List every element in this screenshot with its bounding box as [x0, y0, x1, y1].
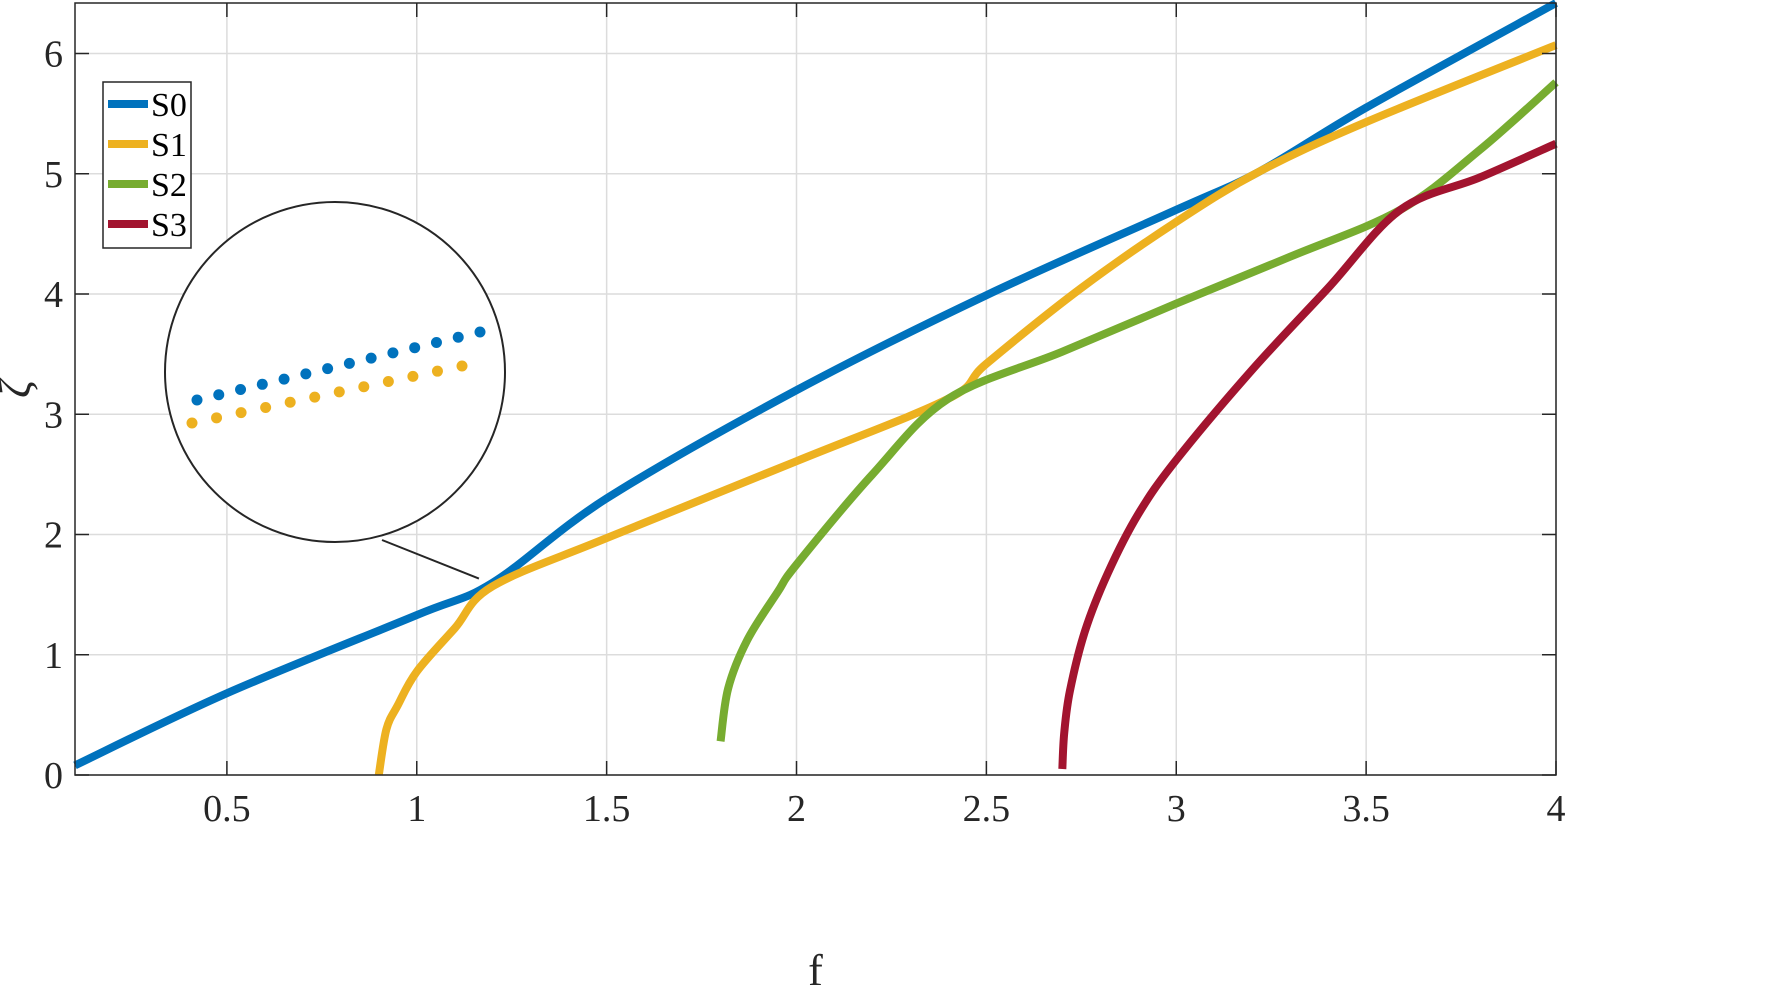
inset-dot-s0 [365, 352, 377, 364]
inset-dot-s1 [284, 396, 296, 408]
legend-label-s1: S1 [151, 127, 187, 164]
inset-dot-s1 [431, 365, 443, 377]
y-tick-label: 0 [44, 755, 63, 797]
inset-dot-s0 [191, 394, 203, 406]
inset-dot-s0 [387, 347, 399, 359]
y-axis: 0 1 2 3 4 5 6 [44, 34, 1556, 797]
inset-dot-s0 [474, 326, 486, 338]
x-tick-label: 2.5 [963, 788, 1011, 830]
y-tick-label: 4 [44, 274, 63, 316]
inset-dot-s1 [456, 360, 468, 372]
inset-dot-s0 [300, 368, 312, 380]
inset-dot-s0 [322, 363, 334, 375]
y-axis-label: ζ [0, 377, 40, 398]
inset-dot-s1 [309, 391, 321, 403]
y-tick-label: 1 [44, 635, 63, 677]
inset-dot-s0 [213, 389, 225, 401]
x-tick-label: 4 [1547, 788, 1566, 830]
inset-dot-s0 [235, 384, 247, 396]
x-tick-label: 0.5 [203, 788, 251, 830]
inset-dot-s0 [256, 378, 268, 390]
inset-dot-s1 [358, 381, 370, 393]
inset-dot-s0 [409, 342, 421, 354]
inset-dot-s0 [278, 373, 290, 385]
legend-label-s0: S0 [151, 87, 187, 124]
y-tick-label: 5 [44, 154, 63, 196]
inset-circle [164, 201, 506, 543]
series-line-s1 [374, 41, 1558, 776]
inset-dot-s1 [333, 386, 345, 398]
inset-dot-s1 [407, 370, 419, 382]
series-group [73, 0, 1559, 776]
legend-label-s2: S2 [151, 167, 187, 204]
inset-dot-s0 [452, 331, 464, 343]
series-line-s3 [1058, 140, 1558, 770]
x-tick-label: 1 [407, 788, 426, 830]
x-axis-label: f [808, 946, 823, 995]
inset-dot-s0 [430, 336, 442, 348]
inset-dot-s1 [382, 376, 394, 388]
inset-dot-s1 [211, 412, 223, 424]
inset-dot-s0 [343, 357, 355, 369]
x-tick-label: 3.5 [1342, 788, 1390, 830]
x-axis: 0.5 1 1.5 2 2.5 3 3.5 4 [203, 3, 1566, 830]
axes-frame [74, 2, 1557, 776]
y-tick-label: 6 [44, 34, 63, 76]
x-tick-label: 1.5 [583, 788, 631, 830]
inset-dot-s1 [235, 407, 247, 419]
inset-dot-s1 [186, 417, 198, 429]
x-tick-label: 3 [1167, 788, 1186, 830]
x-tick-label: 2 [787, 788, 806, 830]
legend-label-s3: S3 [151, 207, 187, 244]
inset-callout-line [381, 539, 480, 580]
zoom-inset [164, 201, 506, 580]
y-tick-label: 3 [44, 394, 63, 436]
inset-dot-s1 [260, 401, 272, 413]
y-tick-label: 2 [44, 515, 63, 557]
